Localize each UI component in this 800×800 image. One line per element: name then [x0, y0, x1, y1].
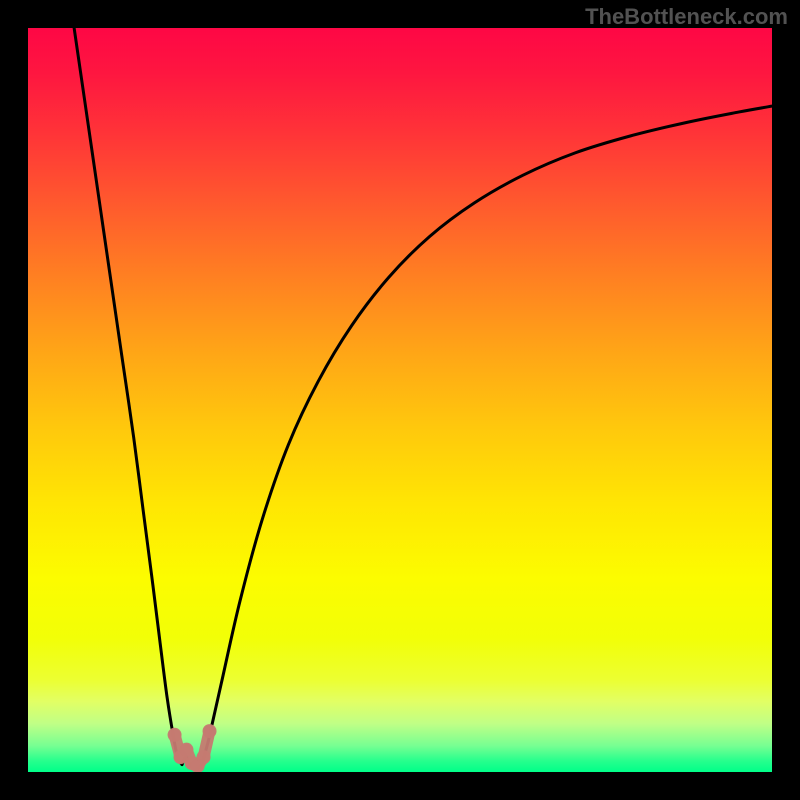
valley-mark-dot: [179, 743, 193, 757]
valley-mark-layer: [28, 28, 772, 772]
plot-area: [28, 28, 772, 772]
chart-frame: TheBottleneck.com: [0, 0, 800, 800]
valley-mark-dot: [197, 750, 211, 764]
valley-mark-dot: [168, 728, 182, 742]
watermark-text: TheBottleneck.com: [585, 4, 788, 30]
valley-mark-dot: [203, 724, 217, 738]
